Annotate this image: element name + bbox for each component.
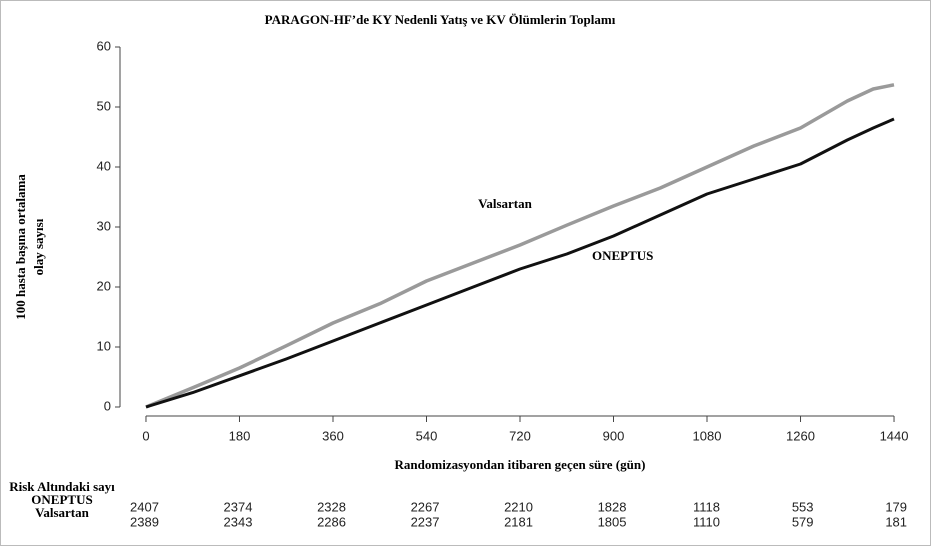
risk-count: 2286 <box>317 514 346 529</box>
y-tick-label: 50 <box>97 98 111 113</box>
risk-count: 1110 <box>693 514 720 529</box>
x-tick-label: 1080 <box>693 428 722 443</box>
chart-title: PARAGON-HF’de KY Nedenli Yatış ve KV Ölü… <box>265 12 616 27</box>
x-tick-label: 360 <box>322 428 344 443</box>
series-annotation: Valsartan <box>478 196 532 211</box>
risk-count: 181 <box>885 514 907 529</box>
x-axis-title: Randomizasyondan itibaren geçen süre (gü… <box>395 457 646 472</box>
risk-count: 1118 <box>693 499 720 514</box>
risk-count: 179 <box>885 499 907 514</box>
risk-count: 2343 <box>224 514 253 529</box>
risk-count: 579 <box>792 514 814 529</box>
risk-count: 2389 <box>130 514 159 529</box>
x-tick-label: 1440 <box>880 428 909 443</box>
x-tick-label: 180 <box>229 428 251 443</box>
risk-count: 2210 <box>504 499 533 514</box>
x-tick-label: 900 <box>603 428 625 443</box>
risk-row-label: Valsartan <box>35 505 89 520</box>
y-tick-label: 40 <box>97 158 111 173</box>
y-tick-label: 60 <box>97 38 111 53</box>
risk-count: 2374 <box>224 499 253 514</box>
risk-count: 1828 <box>598 499 627 514</box>
risk-count: 2181 <box>504 514 533 529</box>
risk-count: 2267 <box>411 499 440 514</box>
x-tick-label: 0 <box>142 428 149 443</box>
risk-count: 2407 <box>130 499 159 514</box>
series-line <box>145 117 895 409</box>
y-axis-title-line: 100 hasta başına ortalama <box>13 174 28 320</box>
y-axis-title-line: olay sayısı <box>31 218 46 275</box>
risk-count: 1805 <box>598 514 627 529</box>
risk-table-title: Risk Altındaki sayı <box>9 479 115 494</box>
risk-count: 2328 <box>317 499 346 514</box>
y-tick-label: 0 <box>104 398 111 413</box>
x-tick-label: 720 <box>509 428 531 443</box>
x-tick-label: 1260 <box>786 428 815 443</box>
y-tick-label: 10 <box>97 338 111 353</box>
x-tick-label: 540 <box>416 428 438 443</box>
y-axis-title: 100 hasta başına ortalama olay sayısı <box>13 174 46 320</box>
y-tick-label: 20 <box>97 278 111 293</box>
risk-count: 2237 <box>411 514 440 529</box>
y-tick-label: 30 <box>97 218 111 233</box>
series-line <box>145 83 895 409</box>
risk-row-label: ONEPTUS <box>31 492 92 507</box>
risk-count: 553 <box>792 499 814 514</box>
series-annotation: ONEPTUS <box>592 248 653 263</box>
